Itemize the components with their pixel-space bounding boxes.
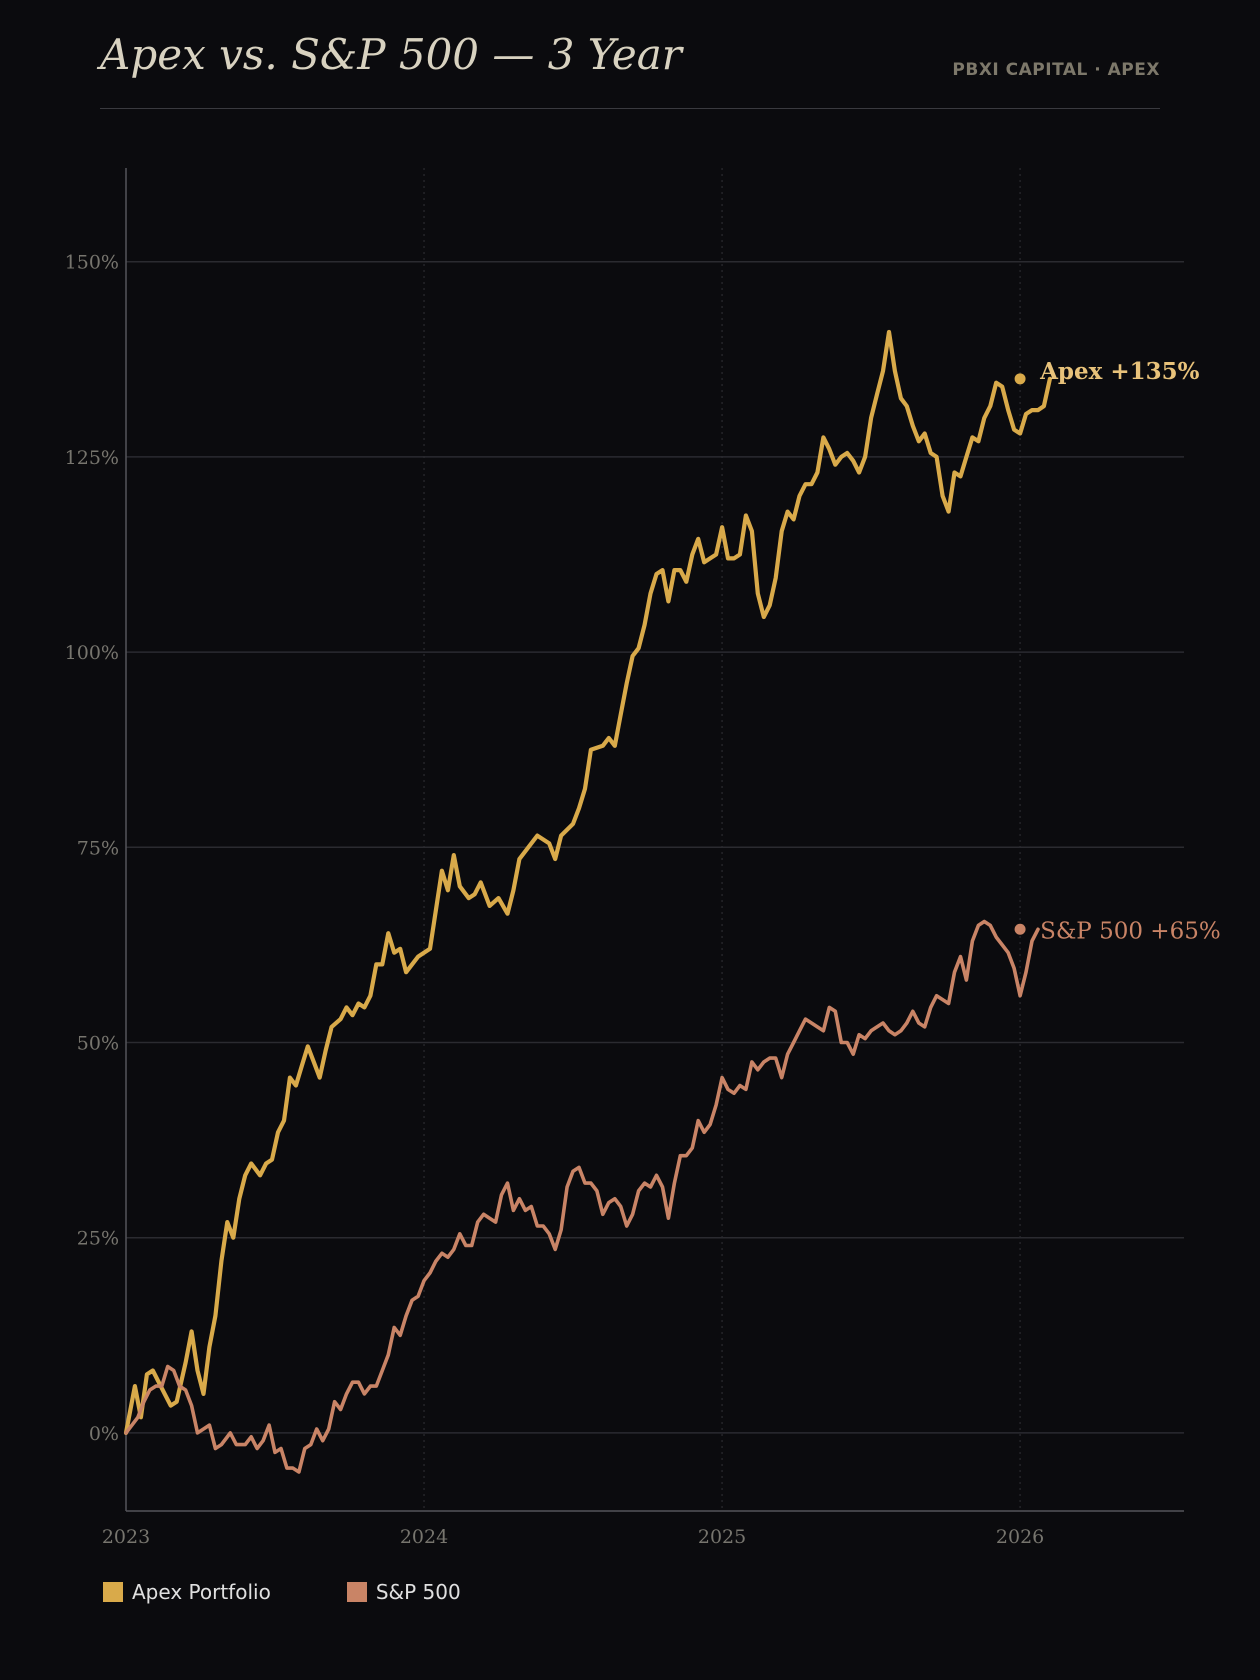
brand-label: PBXI CAPITAL · APEX — [952, 60, 1160, 80]
legend-item-apex: Apex Portfolio — [103, 1580, 271, 1604]
legend-label-apex: Apex Portfolio — [132, 1580, 271, 1604]
y-tick-label: 0% — [89, 1423, 119, 1445]
y-tick-label: 100% — [65, 642, 119, 664]
x-tick-label: 2025 — [698, 1526, 746, 1548]
legend-item-sp500: S&P 500 — [346, 1580, 461, 1604]
y-tick-label: 25% — [77, 1228, 119, 1250]
legend-swatch-apex — [103, 1582, 123, 1602]
line-chart: 0% 25% 50% 75% 100% 125% 150% 2023 2024 2025 2026 A… — [65, 168, 1221, 1548]
series-line-sp500 — [124, 919, 1040, 1474]
x-tick-label: 2023 — [102, 1526, 150, 1548]
legend-swatch-sp500 — [346, 1582, 367, 1602]
y-tick-label: 150% — [65, 252, 119, 274]
series-line-apex — [123, 329, 1052, 1435]
end-label-apex: Apex +135% — [1039, 358, 1200, 385]
x-tick-label: 2026 — [996, 1526, 1044, 1548]
chart-title: Apex vs. S&P 500 — 3 Year — [100, 30, 682, 79]
y-tick-label: 125% — [65, 447, 119, 469]
end-dot-apex — [1014, 373, 1026, 385]
header-divider — [100, 108, 1160, 109]
legend: Apex Portfolio S&P 500 — [103, 1580, 461, 1604]
x-tick-label: 2024 — [400, 1526, 448, 1548]
y-tick-label: 75% — [77, 837, 119, 859]
legend-label-sp500: S&P 500 — [375, 1580, 461, 1604]
end-label-sp500: S&P 500 +65% — [1040, 918, 1221, 944]
end-dot-sp500 — [1014, 923, 1026, 935]
y-tick-label: 50% — [77, 1033, 119, 1055]
